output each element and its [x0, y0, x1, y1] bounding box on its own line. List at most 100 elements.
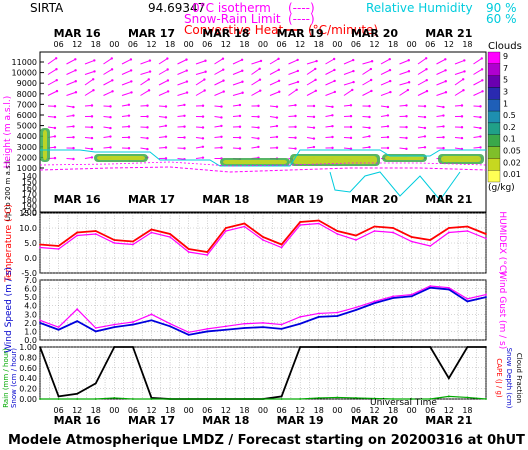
wind-arrow [140, 78, 150, 86]
data-point [224, 227, 227, 229]
wind-arrow-head [481, 79, 484, 82]
data-point [485, 398, 487, 400]
data-point [410, 398, 413, 400]
wind-arrow [269, 58, 279, 65]
wind-arrow [232, 81, 243, 86]
data-point [132, 346, 134, 348]
data-point [224, 328, 227, 331]
wind-arrow [121, 69, 132, 75]
isotherm-line [39, 166, 487, 173]
wind-arrow-head [241, 91, 244, 94]
wind-arrow-head [425, 68, 428, 71]
data-point [57, 395, 60, 398]
data-point [57, 398, 60, 400]
data-point [410, 293, 413, 296]
wind-arrow [140, 71, 151, 75]
y-tick-label: 1.0 [24, 327, 37, 336]
wind-arrow-head [74, 80, 77, 83]
wind-arrow-head [53, 135, 57, 138]
top-date-row: MAR 16 MAR 17 MAR 18 MAR 19 MAR 20 MAR 21 [54, 27, 473, 40]
hour-tick-label: 00 [332, 40, 342, 49]
hour-tick-label: 12 [221, 40, 231, 49]
wind-arrow-head [425, 78, 428, 82]
wind-arrow-head [405, 104, 408, 107]
wind-arrow-head [201, 115, 205, 118]
data-point [262, 239, 264, 241]
wind-arrow-head [148, 70, 152, 73]
wind-arrow-head [257, 126, 260, 129]
wind-arrow-head [53, 105, 57, 108]
data-point [466, 346, 469, 348]
hour-tick-label: 18 [91, 40, 101, 49]
wind-arrow-head [72, 105, 75, 109]
height-tick-label: 5000 [17, 122, 37, 131]
data-point [113, 323, 116, 326]
wind-arrow-head [127, 103, 131, 106]
data-point [187, 248, 190, 250]
wind-arrow [454, 59, 465, 65]
wind-arrow-head [349, 114, 353, 118]
wind-arrow-head [294, 136, 297, 139]
colorbar-level-label: 0.02 [503, 158, 521, 167]
y-tick-label: 5.0 [24, 239, 37, 248]
height-tick-label: 1000 [17, 164, 37, 173]
wind-arrow-head [462, 89, 465, 92]
data-point [429, 286, 432, 289]
wind-arrow-head [388, 68, 392, 72]
wind-arrow-head [296, 80, 300, 84]
wind-arrow-head [442, 146, 445, 150]
height-tick-label: 2000 [17, 153, 37, 162]
wind-arrow-head [480, 57, 483, 60]
wind-arrow [195, 79, 205, 86]
data-point [485, 293, 487, 296]
data-point [447, 395, 450, 398]
data-point [206, 254, 209, 256]
data-point [392, 346, 394, 348]
data-point [94, 398, 97, 400]
data-point [76, 392, 79, 395]
wind-arrow-head [295, 88, 298, 91]
top-hour-row: 06 12 18 00 06 12 18 00 06 12 18 00 06 12 18 00 06 12 18 00… [53, 40, 472, 49]
data-point [262, 321, 264, 324]
wind-arrow-head [201, 156, 205, 159]
wind-arrow-head [460, 115, 464, 118]
rain-axis: 1.000.80 0.600.40 0.200.00 [19, 343, 37, 404]
legend-rh-60: 60 % [486, 12, 517, 26]
colorbar-swatch [487, 110, 501, 124]
wind-arrow-head [238, 125, 242, 128]
hour-tick-label: 18 [239, 406, 249, 415]
wind-arrow-head [146, 104, 149, 107]
wind-arrow [251, 79, 261, 86]
hour-tick-label: 06 [351, 406, 361, 415]
colorbar-level-label: 9 [503, 52, 508, 61]
wind-arrow [195, 71, 206, 75]
hour-tick-label: 00 [258, 40, 268, 49]
wind-arrow [288, 89, 297, 96]
wind-arrow [232, 70, 243, 75]
wind-arrow-head [220, 105, 223, 108]
colorbar-title: Clouds [488, 41, 522, 52]
wind-arrow-head [241, 80, 244, 83]
wind-arrow-head [312, 145, 316, 149]
y-tick-label: 0.20 [19, 385, 37, 394]
height-tick-label: 4000 [17, 132, 37, 141]
wind-arrow-head [203, 78, 206, 81]
cloud-blob-inner [385, 156, 424, 160]
y-tick-label: 1.00 [19, 343, 37, 352]
data-point [373, 397, 376, 400]
hour-tick-label: 00 [258, 406, 268, 415]
data-point [243, 225, 246, 228]
hour-tick-label: 12 [221, 406, 231, 415]
wind-arrow [269, 69, 280, 75]
wind-arrow-head [277, 57, 280, 61]
data-point [243, 322, 246, 325]
wind-arrow [325, 58, 335, 65]
date-label: MAR 21 [425, 27, 472, 40]
data-point [355, 306, 357, 309]
wind-arrow-head [240, 58, 244, 61]
data-point [299, 398, 302, 400]
wind-arrow-head [352, 69, 355, 73]
wind-arrow-head [389, 90, 392, 94]
wind-arrow [66, 80, 76, 86]
wind-arrow-head [368, 126, 371, 130]
